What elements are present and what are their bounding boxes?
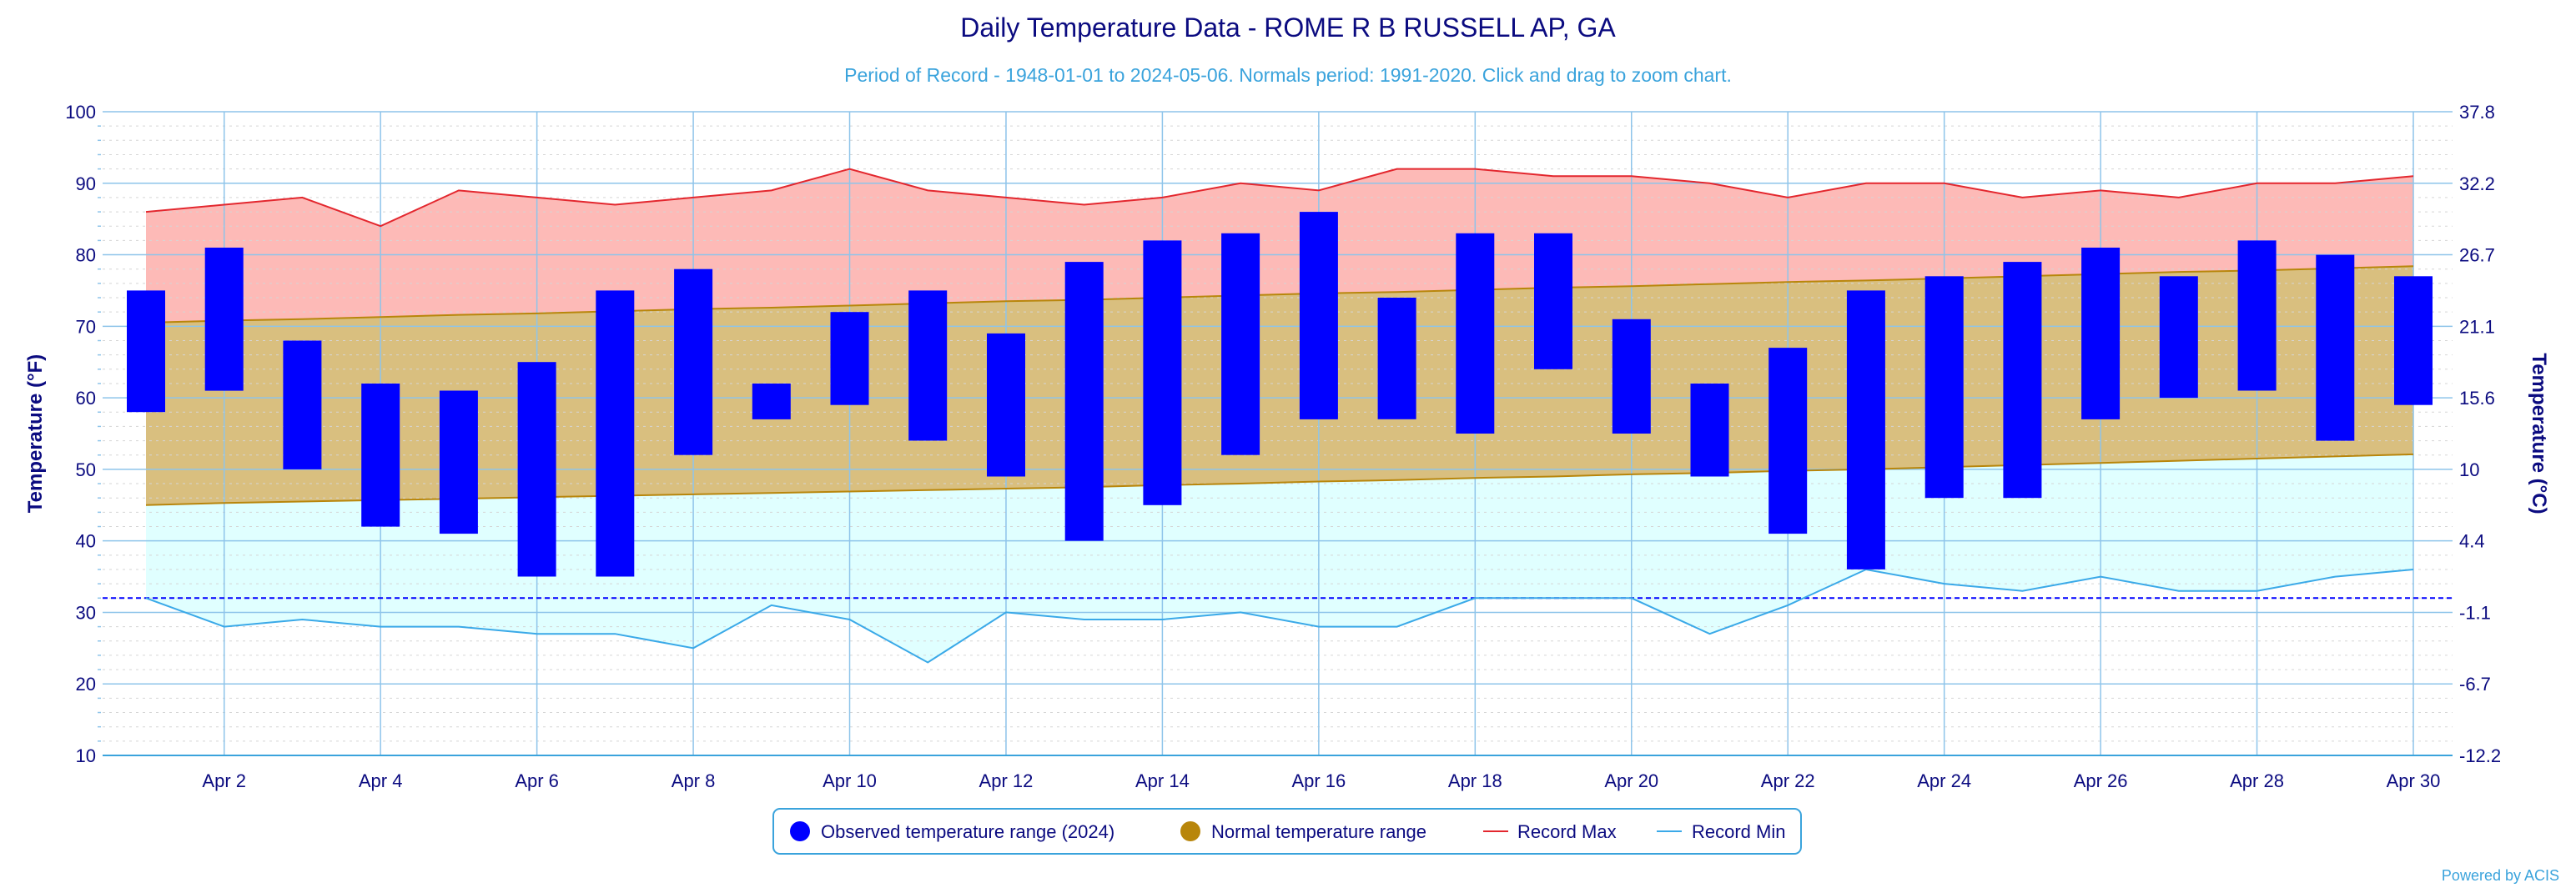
x-tick-label: Apr 2 [202, 770, 246, 791]
legend-item-record-min[interactable]: Record Min [1657, 821, 1785, 842]
credit-link[interactable]: Powered by ACIS [2442, 867, 2559, 884]
y-tick-label-right: -12.2 [2459, 745, 2501, 766]
y-tick-label-right: 4.4 [2459, 531, 2485, 552]
x-tick-label: Apr 20 [1604, 770, 1658, 791]
observed-range-bar [283, 340, 322, 469]
plot-area[interactable]: 10 -12.2 20 -6.7 30 -1.1 40 4.4 50 10 60 15.6 70 21.1… [65, 102, 2501, 791]
x-tick-label: Apr 30 [2387, 770, 2441, 791]
legend: Observed temperature range (2024) Normal… [772, 808, 1802, 855]
y-tick-label-right: -6.7 [2459, 674, 2491, 695]
y-tick-label-left: 10 [76, 745, 96, 766]
y-tick-label-left: 50 [76, 459, 96, 480]
observed-range-bar [1612, 319, 1651, 434]
observed-range-bar [752, 384, 791, 419]
observed-range-bar [204, 248, 244, 391]
y-tick-label-left: 100 [65, 102, 96, 123]
observed-range-bar [1534, 233, 1572, 369]
observed-range-bar [908, 290, 948, 441]
observed-range-bar [1924, 276, 1964, 499]
y-axis-title-left: Temperature (°F) [24, 354, 47, 514]
chart-title: Daily Temperature Data - ROME R B RUSSEL… [960, 13, 1616, 43]
record-min-area [146, 454, 2413, 663]
observed-range-bar [439, 390, 478, 534]
observed-range-bar [674, 268, 713, 455]
legend-box [772, 808, 1802, 855]
y-tick-label-left: 40 [76, 531, 96, 552]
y-tick-label-right: 10 [2459, 459, 2479, 480]
x-tick-label: Apr 6 [515, 770, 559, 791]
observed-range-bar [1221, 233, 1260, 455]
y-tick-label-right: 21.1 [2459, 316, 2495, 337]
legend-item-record-max[interactable]: Record Max [1483, 821, 1617, 842]
y-tick-label-right: 15.6 [2459, 388, 2495, 409]
observed-range-bar [1064, 262, 1104, 541]
legend-normal-label: Normal temperature range [1211, 821, 1426, 842]
observed-range-bar [1456, 233, 1495, 434]
observed-range-bar [1690, 384, 1729, 477]
y-tick-label-right: 37.8 [2459, 102, 2495, 123]
observed-range-bar [830, 312, 869, 405]
x-tick-label: Apr 16 [1291, 770, 1346, 791]
x-tick-label: Apr 4 [359, 770, 403, 791]
x-tick-label: Apr 8 [672, 770, 716, 791]
observed-range-bar [1143, 240, 1182, 505]
legend-item-normal[interactable]: Normal temperature range [1180, 821, 1426, 842]
x-tick-label: Apr 28 [2230, 770, 2284, 791]
legend-record-min-label: Record Min [1692, 821, 1785, 842]
chart-subtitle: Period of Record - 1948-01-01 to 2024-05… [844, 64, 1732, 86]
x-tick-label: Apr 14 [1135, 770, 1190, 791]
x-tick-label: Apr 12 [979, 770, 1034, 791]
y-tick-label-left: 80 [76, 245, 96, 266]
legend-normal-marker [1180, 821, 1200, 841]
observed-range-bar [517, 362, 556, 577]
y-tick-label-right: 32.2 [2459, 173, 2495, 194]
legend-observed-label: Observed temperature range (2024) [821, 821, 1114, 842]
x-tick-label: Apr 26 [2074, 770, 2128, 791]
observed-range-bar [2159, 276, 2198, 399]
observed-range-bar [2081, 248, 2121, 419]
observed-range-bar [127, 290, 165, 413]
record-min-line [145, 568, 2414, 664]
y-tick-label-left: 20 [76, 674, 96, 695]
y-tick-label-left: 60 [76, 388, 96, 409]
observed-range-bar [1846, 290, 1885, 569]
observed-range-bar [1377, 298, 1416, 419]
legend-item-observed[interactable]: Observed temperature range (2024) [790, 821, 1114, 842]
x-tick-label: Apr 24 [1917, 770, 1971, 791]
x-tick-label: Apr 22 [1761, 770, 1815, 791]
record-max-line [145, 168, 2414, 228]
x-tick-label: Apr 18 [1448, 770, 1502, 791]
observed-range-bar [361, 384, 400, 527]
legend-record-max-label: Record Max [1517, 821, 1617, 842]
y-tick-label-right: 26.7 [2459, 245, 2495, 266]
record-max-area [146, 168, 2413, 323]
y-tick-label-left: 90 [76, 173, 96, 194]
x-tick-label: Apr 10 [823, 770, 877, 791]
y-tick-label-left: 70 [76, 316, 96, 337]
observed-range-bar [2003, 262, 2042, 499]
observed-range-bar [1768, 348, 1808, 534]
legend-observed-marker [790, 821, 810, 841]
observed-range-bar [2394, 276, 2433, 405]
y-tick-label-left: 30 [76, 602, 96, 623]
observed-range-bar [2237, 240, 2277, 391]
y-tick-label-right: -1.1 [2459, 602, 2491, 623]
observed-range-bar [987, 333, 1025, 477]
y-axis-title-right: Temperature (°C) [2528, 353, 2550, 514]
observed-range-bar [596, 290, 635, 577]
observed-range-bar [1299, 212, 1338, 419]
observed-range-bar [2316, 254, 2355, 441]
